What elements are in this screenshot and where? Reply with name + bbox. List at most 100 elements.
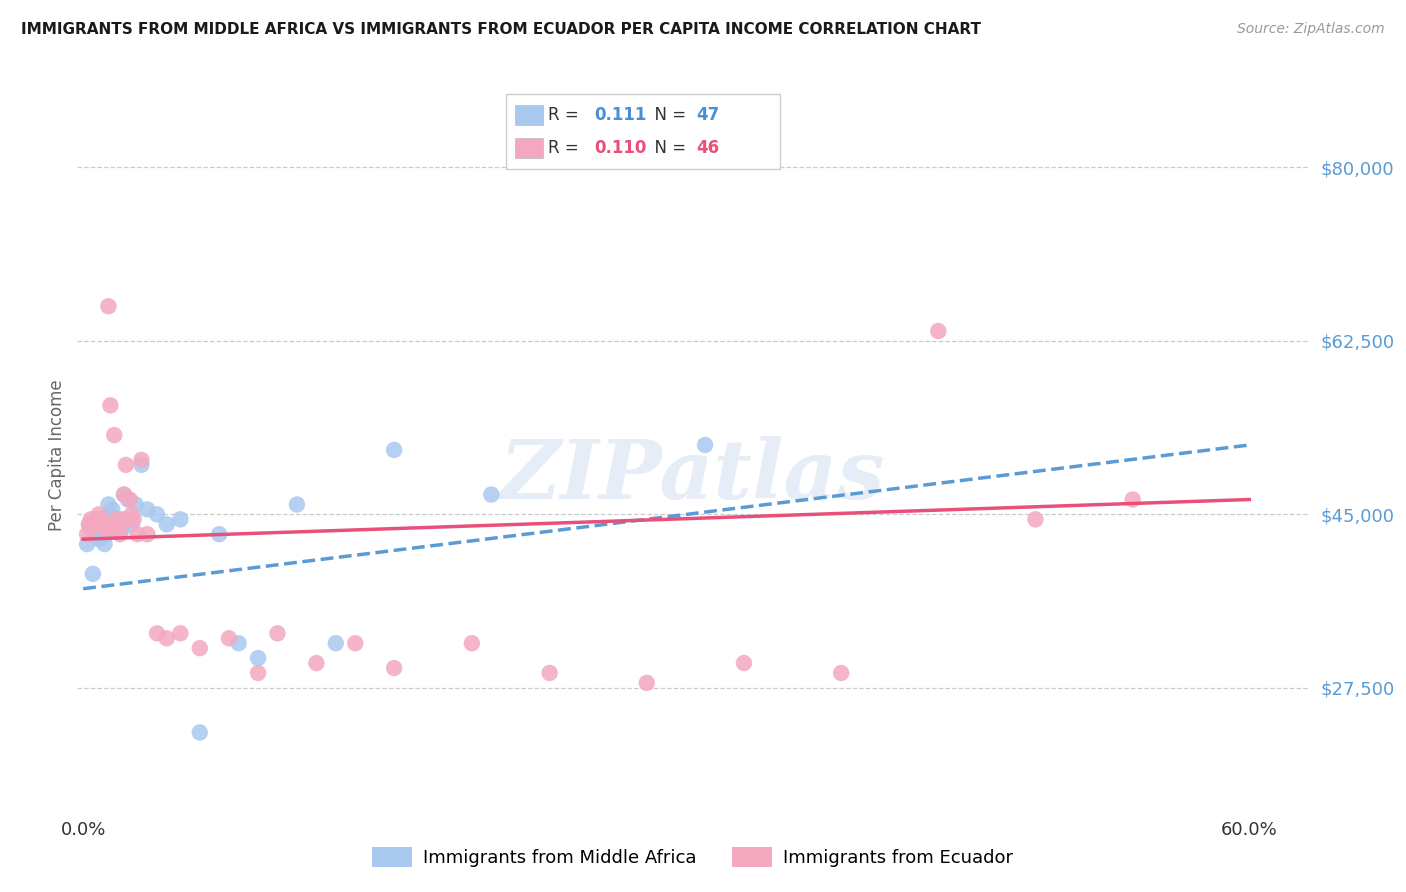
Point	[188, 641, 211, 656]
Point	[103, 522, 125, 536]
Point	[636, 676, 658, 690]
Point	[218, 632, 240, 646]
Point	[927, 324, 949, 338]
Text: N =: N =	[644, 139, 692, 157]
Point	[91, 527, 114, 541]
Point	[146, 626, 169, 640]
Point	[87, 532, 110, 546]
Point	[117, 492, 139, 507]
Point	[112, 487, 135, 501]
Text: 46: 46	[696, 139, 718, 157]
Point	[93, 537, 115, 551]
Point	[80, 512, 103, 526]
Point	[86, 512, 108, 526]
Point	[82, 566, 104, 581]
Point	[108, 517, 131, 532]
Point	[733, 656, 755, 670]
Point	[121, 508, 143, 522]
Point	[82, 517, 104, 532]
Point	[479, 487, 502, 501]
Point	[121, 517, 143, 532]
Point	[830, 665, 852, 680]
Point	[131, 453, 153, 467]
Text: ZIPatlas: ZIPatlas	[499, 436, 886, 516]
Point	[266, 626, 288, 640]
Text: R =: R =	[548, 139, 585, 157]
Point	[93, 517, 115, 532]
Point	[107, 517, 129, 532]
Point	[107, 522, 129, 536]
Point	[461, 636, 484, 650]
Point	[91, 517, 114, 532]
Point	[115, 458, 138, 472]
Point	[118, 492, 141, 507]
Point	[693, 438, 716, 452]
Point	[247, 665, 270, 680]
Point	[382, 442, 405, 457]
Point	[131, 458, 153, 472]
Point	[103, 428, 125, 442]
Point	[98, 508, 121, 522]
Text: R =: R =	[548, 106, 585, 124]
Point	[117, 512, 139, 526]
Point	[105, 512, 128, 526]
Point	[87, 508, 110, 522]
Point	[96, 512, 118, 526]
Point	[124, 498, 146, 512]
Point	[1024, 512, 1046, 526]
Point	[156, 517, 179, 532]
Text: IMMIGRANTS FROM MIDDLE AFRICA VS IMMIGRANTS FROM ECUADOR PER CAPITA INCOME CORRE: IMMIGRANTS FROM MIDDLE AFRICA VS IMMIGRA…	[21, 22, 981, 37]
Point	[136, 502, 159, 516]
Point	[111, 512, 134, 526]
Point	[112, 487, 135, 501]
Point	[98, 398, 121, 412]
Point	[86, 512, 108, 526]
Point	[188, 725, 211, 739]
Text: N =: N =	[644, 106, 692, 124]
Point	[96, 517, 118, 532]
Point	[96, 527, 118, 541]
Text: Source: ZipAtlas.com: Source: ZipAtlas.com	[1237, 22, 1385, 37]
Point	[101, 522, 124, 536]
Point	[97, 512, 120, 526]
Point	[146, 508, 169, 522]
Point	[1122, 492, 1144, 507]
Point	[97, 299, 120, 313]
Point	[98, 517, 121, 532]
Point	[91, 512, 114, 526]
Point	[285, 498, 308, 512]
Point	[103, 512, 125, 526]
Point	[382, 661, 405, 675]
Point	[105, 517, 128, 532]
Point	[228, 636, 250, 650]
Point	[101, 502, 124, 516]
Point	[344, 636, 367, 650]
Point	[247, 651, 270, 665]
Point	[76, 527, 98, 541]
Point	[83, 517, 105, 532]
Point	[127, 527, 149, 541]
Point	[325, 636, 347, 650]
Point	[77, 517, 100, 532]
Point	[169, 512, 191, 526]
Point	[305, 656, 328, 670]
Y-axis label: Per Capita Income: Per Capita Income	[48, 379, 66, 531]
Point	[538, 665, 561, 680]
Point	[101, 517, 124, 532]
Point	[208, 527, 231, 541]
Point	[76, 537, 98, 551]
Point	[77, 517, 100, 532]
Point	[90, 527, 112, 541]
Point	[115, 512, 138, 526]
Point	[90, 512, 112, 526]
Point	[136, 527, 159, 541]
Point	[86, 522, 108, 536]
Point	[87, 517, 110, 532]
Point	[93, 522, 115, 536]
Point	[111, 522, 134, 536]
Point	[122, 512, 145, 526]
Point	[169, 626, 191, 640]
Point	[83, 517, 105, 532]
Point	[156, 632, 179, 646]
Point	[80, 522, 103, 536]
